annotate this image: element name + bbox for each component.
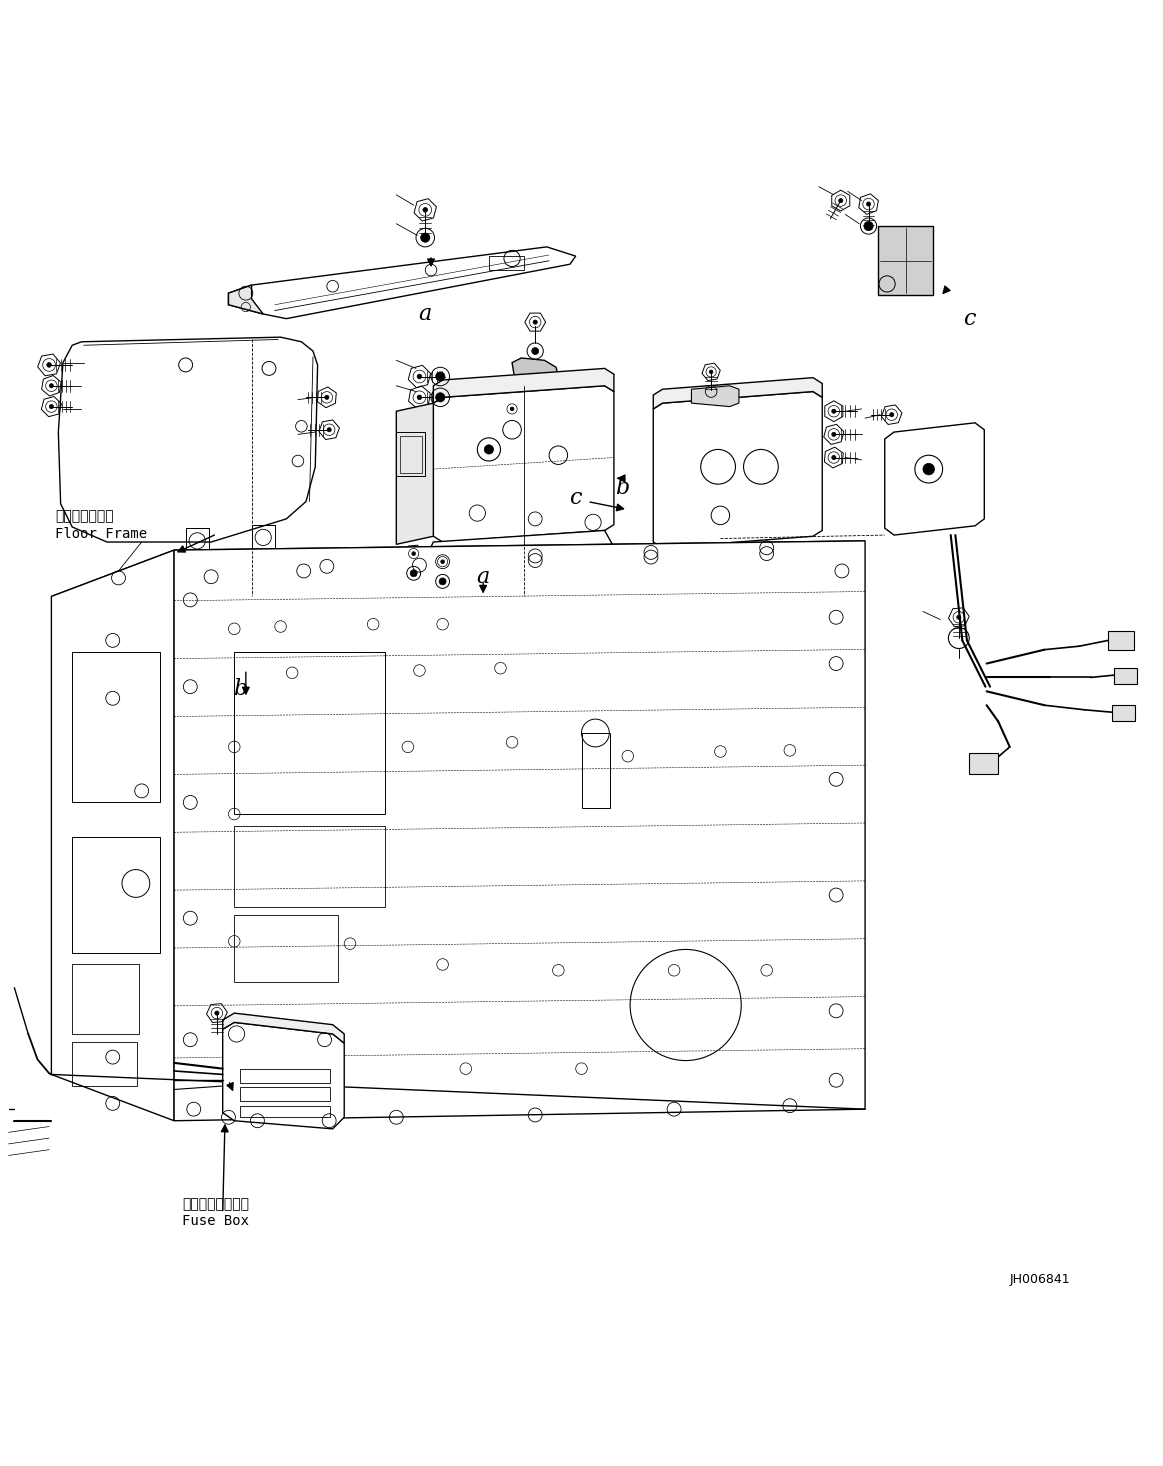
Circle shape <box>832 456 836 460</box>
Polygon shape <box>174 541 865 1120</box>
Circle shape <box>421 233 430 242</box>
Bar <box>72 837 160 953</box>
Bar <box>400 435 422 472</box>
Circle shape <box>440 578 447 585</box>
Polygon shape <box>885 422 984 535</box>
Bar <box>240 1088 330 1101</box>
Circle shape <box>412 551 415 556</box>
Bar <box>397 432 426 476</box>
Polygon shape <box>654 378 822 409</box>
Circle shape <box>47 362 51 368</box>
Polygon shape <box>222 1022 344 1129</box>
Circle shape <box>957 616 961 619</box>
Polygon shape <box>222 1013 344 1044</box>
Polygon shape <box>228 246 576 318</box>
Text: JH006841: JH006841 <box>1009 1274 1070 1286</box>
Text: a: a <box>477 566 490 588</box>
Bar <box>240 1069 330 1082</box>
Circle shape <box>832 409 836 413</box>
Circle shape <box>511 408 514 410</box>
Bar <box>234 652 385 814</box>
Circle shape <box>533 320 537 324</box>
Bar <box>1112 705 1135 721</box>
Bar <box>969 752 998 774</box>
Text: Floor Frame: Floor Frame <box>55 526 147 541</box>
Circle shape <box>531 347 538 355</box>
Circle shape <box>49 384 53 388</box>
Polygon shape <box>512 358 558 390</box>
Text: フューズボックス: フューズボックス <box>183 1198 249 1211</box>
Polygon shape <box>51 541 865 597</box>
Bar <box>488 257 523 270</box>
Polygon shape <box>228 284 263 314</box>
Circle shape <box>215 1012 219 1014</box>
Text: c: c <box>963 308 976 330</box>
Bar <box>72 652 160 802</box>
Circle shape <box>832 432 836 437</box>
Circle shape <box>411 570 418 576</box>
Polygon shape <box>58 337 317 542</box>
Bar <box>1108 632 1134 649</box>
Circle shape <box>441 560 444 563</box>
Text: a: a <box>419 303 431 325</box>
Bar <box>234 825 385 906</box>
Polygon shape <box>654 391 822 548</box>
Circle shape <box>418 394 422 400</box>
Bar <box>878 226 934 296</box>
Polygon shape <box>692 386 739 406</box>
Text: b: b <box>233 677 248 701</box>
Text: b: b <box>615 476 629 498</box>
Circle shape <box>866 202 871 207</box>
Polygon shape <box>434 368 614 403</box>
Text: フロアフレーム: フロアフレーム <box>55 510 114 523</box>
Bar <box>234 915 338 982</box>
Circle shape <box>423 208 428 213</box>
Polygon shape <box>408 531 634 680</box>
Text: Fuse Box: Fuse Box <box>183 1214 249 1229</box>
Bar <box>1114 668 1137 685</box>
Polygon shape <box>434 386 614 542</box>
Bar <box>186 528 209 554</box>
Bar <box>240 1105 330 1117</box>
Circle shape <box>923 463 935 475</box>
Circle shape <box>49 405 53 409</box>
Circle shape <box>436 393 445 402</box>
Bar <box>582 733 611 808</box>
Circle shape <box>324 396 329 399</box>
Circle shape <box>839 198 843 202</box>
Polygon shape <box>51 550 174 1120</box>
Circle shape <box>436 372 445 381</box>
Bar <box>72 965 140 1034</box>
Polygon shape <box>397 403 434 544</box>
Circle shape <box>890 412 894 416</box>
Text: c: c <box>570 487 582 509</box>
Circle shape <box>709 369 713 374</box>
Circle shape <box>327 428 331 432</box>
Bar <box>72 1042 137 1086</box>
Circle shape <box>864 221 873 230</box>
Circle shape <box>418 374 422 378</box>
Circle shape <box>484 444 493 454</box>
Bar <box>251 525 274 550</box>
